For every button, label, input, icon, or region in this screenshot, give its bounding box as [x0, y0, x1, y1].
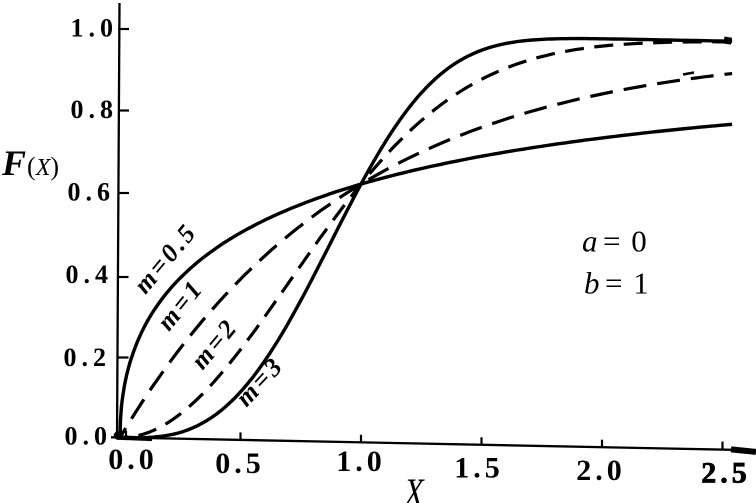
svg-text:b= 1: b = 1	[584, 266, 650, 301]
svg-text:0.0: 0.0	[108, 443, 158, 476]
svg-text:X: X	[402, 471, 425, 503]
svg-text:0.0: 0.0	[65, 422, 113, 451]
svg-text:0.4: 0.4	[66, 260, 114, 289]
svg-text:1.0: 1.0	[71, 14, 119, 43]
svg-text:0.2: 0.2	[64, 343, 112, 372]
svg-text:1.0: 1.0	[336, 445, 386, 478]
svg-text:2.0: 2.0	[576, 454, 626, 487]
svg-text:2.5: 2.5	[701, 457, 751, 490]
svg-text:1.5: 1.5	[454, 452, 504, 485]
svg-text:0.8: 0.8	[71, 95, 119, 124]
svg-text:0.6: 0.6	[68, 178, 116, 207]
svg-text:a= 0: a = 0	[582, 224, 648, 259]
svg-text:0.5: 0.5	[215, 447, 265, 480]
svg-text:F(X): F(X)	[1, 143, 59, 183]
